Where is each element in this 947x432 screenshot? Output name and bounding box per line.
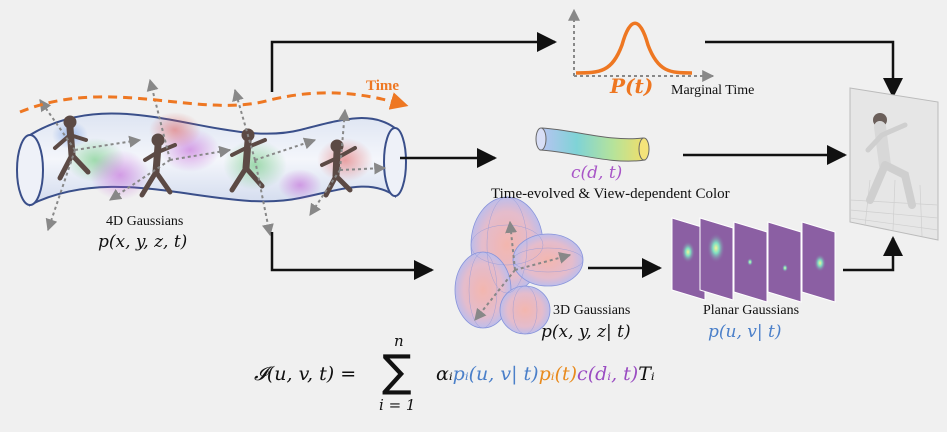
gaussians-4d-math: p(x, y, z, t) (98, 232, 188, 252)
gaussians-3d-math: p(x, y, z| t) (541, 322, 631, 342)
formula-rhs: αᵢpᵢ(u, v| t)pᵢ(t)c(dᵢ, t)Tᵢ (436, 363, 655, 385)
formula-alpha: αᵢ (436, 363, 453, 385)
formula-term-t: pᵢ(t) (538, 363, 578, 385)
formula-lhs: 𝓘(u, v, t) = (254, 363, 357, 385)
planar-gaussians-math: p(u, v| t) (708, 322, 782, 342)
tube-4d-icon (16, 112, 407, 207)
gaussians-4d-label: 4D Gaussians (106, 214, 184, 229)
color-label: Time-evolved & View-dependent Color (491, 186, 730, 202)
gaussians-3d-label: 3D Gaussians (553, 303, 631, 318)
planar-gaussians-label: Planar Gaussians (703, 303, 800, 318)
rendered-image-icon (849, 87, 939, 241)
formula-transmittance: Tᵢ (638, 363, 655, 385)
sum-symbol-icon: ∑ (382, 346, 412, 397)
sum-upper-limit: n (394, 332, 404, 350)
color-tube-icon (535, 127, 650, 162)
human-figure-icon (53, 115, 357, 198)
gaussian-curve-icon (568, 8, 715, 82)
planar-gaussian-icon (671, 217, 836, 303)
ellipsoid-3d-icon (454, 196, 584, 335)
formula-term-c: c(dᵢ, t) (577, 363, 639, 385)
time-label: Time (366, 78, 400, 94)
formula-term-uv: pᵢ(u, v| t) (452, 363, 539, 385)
marginal-time-math: P(t) (610, 74, 654, 98)
marginal-time-label: Marginal Time (671, 83, 755, 98)
color-math: c(d, t) (571, 163, 623, 183)
sum-lower-limit: i = 1 (379, 396, 416, 414)
